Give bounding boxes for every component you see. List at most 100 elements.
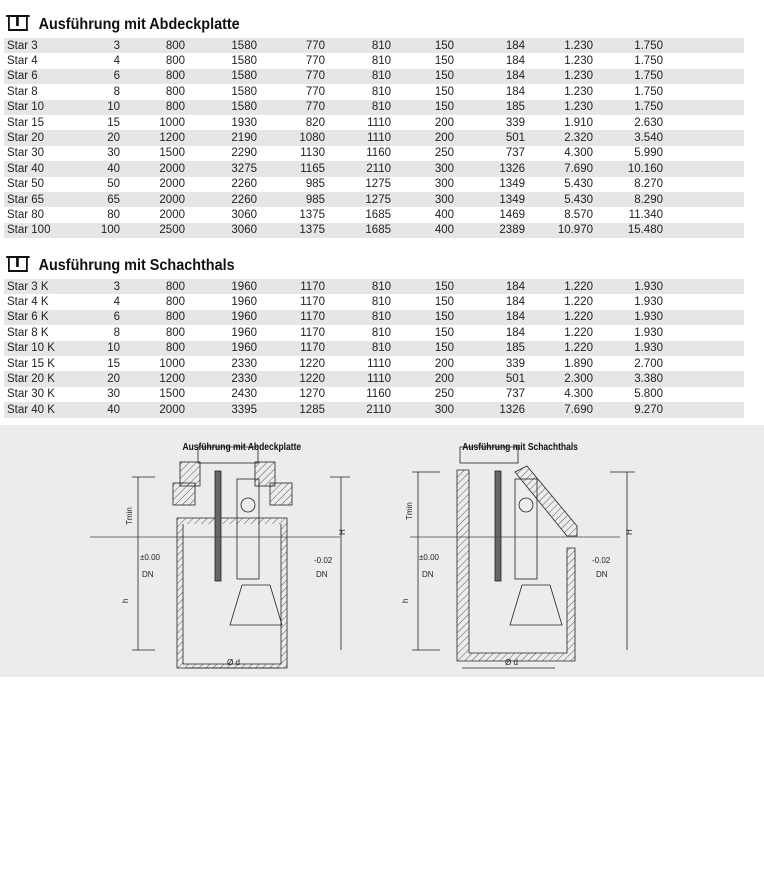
drawings-panel: Ausführung mit Abdeckplatte Ausführung m…	[0, 425, 764, 677]
value-cell: 770	[305, 55, 325, 68]
value-cell: 150	[434, 280, 454, 293]
value-cell: 770	[305, 101, 325, 114]
value-cell: 10.970	[557, 224, 593, 237]
model-name-cell: Star 100	[7, 224, 51, 237]
value-cell: 1270	[299, 388, 325, 401]
value-cell: 150	[434, 39, 454, 52]
value-cell: 1930	[231, 116, 257, 129]
value-cell: 2.630	[634, 116, 663, 129]
value-cell: 339	[505, 357, 525, 370]
value-cell: 3060	[231, 208, 257, 221]
model-name-cell: Star 8	[7, 85, 38, 98]
table-row: Star 20 20 1200 2190 1080 1110 200 501 2.320 3.54…	[4, 130, 744, 146]
table-row: Star 4 4 800 1580 770 810 150 184 1.230 1.750	[4, 53, 744, 68]
value-cell: 2000	[159, 403, 185, 416]
value-cell: 1685	[365, 224, 391, 237]
value-cell: 3	[113, 39, 120, 52]
value-cell: 1.230	[564, 70, 593, 83]
value-cell: 1.750	[634, 101, 663, 114]
value-cell: 737	[505, 388, 525, 401]
spacer-cell	[663, 207, 744, 222]
value-cell: 2.300	[564, 373, 593, 386]
table-row: Star 8 K 8 800 1960 1170 810 150 184 1.220 1.930	[4, 325, 744, 340]
value-cell: 40	[107, 162, 120, 175]
value-cell: 1375	[299, 224, 325, 237]
value-cell: 1285	[299, 403, 325, 416]
value-cell: 1685	[365, 208, 391, 221]
value-cell: 150	[434, 326, 454, 339]
value-cell: 800	[165, 280, 185, 293]
value-cell: 10.160	[627, 162, 663, 175]
value-cell: 1580	[231, 39, 257, 52]
value-cell: 1.930	[634, 311, 663, 324]
value-cell: 1.750	[634, 55, 663, 68]
section-title-abdeckplatte: Ausführung mit Abdeckplatte	[6, 15, 240, 34]
spacer-cell	[663, 146, 744, 161]
value-cell: 150	[434, 70, 454, 83]
value-cell: 150	[434, 85, 454, 98]
value-cell: 800	[165, 39, 185, 52]
value-cell: 1170	[300, 280, 325, 293]
diameter-label: Ø d	[227, 658, 240, 667]
value-cell: 1349	[499, 178, 525, 191]
value-cell: 1160	[366, 147, 391, 160]
value-cell: 400	[434, 224, 454, 237]
value-cell: 5.430	[564, 193, 593, 206]
value-cell: 1326	[499, 403, 525, 416]
value-cell: 1275	[365, 178, 391, 191]
value-cell: 30	[107, 388, 120, 401]
value-cell: 1.220	[564, 326, 593, 339]
dn-label: DN	[596, 570, 608, 579]
value-cell: 2190	[231, 132, 257, 145]
model-name-cell: Star 15	[7, 116, 45, 129]
value-cell: 1170	[300, 342, 325, 355]
dn-label: DN	[142, 570, 154, 579]
value-cell: 8	[113, 85, 120, 98]
value-cell: 2260	[231, 193, 257, 206]
spacer-cell	[663, 341, 744, 356]
value-cell: 200	[434, 373, 454, 386]
value-cell: 2000	[159, 208, 185, 221]
value-cell: 1.220	[564, 280, 593, 293]
outlet-level-label: -0.02	[592, 556, 611, 565]
value-cell: 2500	[159, 224, 185, 237]
table-row: Star 4 K 4 800 1960 1170 810 150 184 1.220 1.930	[4, 294, 744, 309]
value-cell: 1110	[367, 132, 391, 145]
value-cell: 1349	[499, 193, 525, 206]
table-row: Star 65 65 2000 2260 985 1275 300 1349 5.430 8.29…	[4, 191, 744, 208]
value-cell: 1.230	[564, 85, 593, 98]
model-name-cell: Star 3 K	[7, 280, 49, 293]
value-cell: 5.430	[564, 178, 593, 191]
value-cell: 2110	[366, 403, 391, 416]
table-abdeckplatte: Star 3 3 800 1580 770 810 150 184 1.230 1.750 Star…	[4, 38, 744, 239]
spacer-cell	[663, 100, 744, 115]
model-name-cell: Star 30	[7, 147, 45, 160]
value-cell: 800	[165, 55, 185, 68]
table-row: Star 3 3 800 1580 770 810 150 184 1.230 1.750	[4, 38, 744, 54]
model-name-cell: Star 65	[7, 193, 45, 206]
value-cell: 1.890	[564, 357, 593, 370]
spacer-cell	[663, 38, 744, 53]
value-cell: 400	[434, 208, 454, 221]
value-cell: 2389	[499, 224, 525, 237]
value-cell: 2290	[231, 147, 257, 160]
value-cell: 10	[107, 101, 120, 114]
value-cell: 1580	[231, 70, 257, 83]
h-total-label: H	[625, 529, 634, 535]
value-cell: 1170	[300, 296, 325, 309]
value-cell: 11.340	[628, 208, 663, 221]
spacer-cell	[663, 310, 744, 325]
model-name-cell: Star 15 K	[7, 357, 55, 370]
value-cell: 1580	[231, 55, 257, 68]
value-cell: 1165	[300, 162, 325, 175]
model-name-cell: Star 40	[7, 162, 45, 175]
value-cell: 1.230	[564, 101, 593, 114]
value-cell: 2430	[231, 388, 257, 401]
value-cell: 185	[505, 101, 525, 114]
value-cell: 65	[107, 193, 120, 206]
table-row: Star 6 K 6 800 1960 1170 810 150 184 1.220 1.930	[4, 309, 744, 326]
spacer-cell	[663, 325, 744, 340]
value-cell: 1960	[231, 326, 257, 339]
value-cell: 184	[505, 55, 525, 68]
value-cell: 200	[434, 132, 454, 145]
